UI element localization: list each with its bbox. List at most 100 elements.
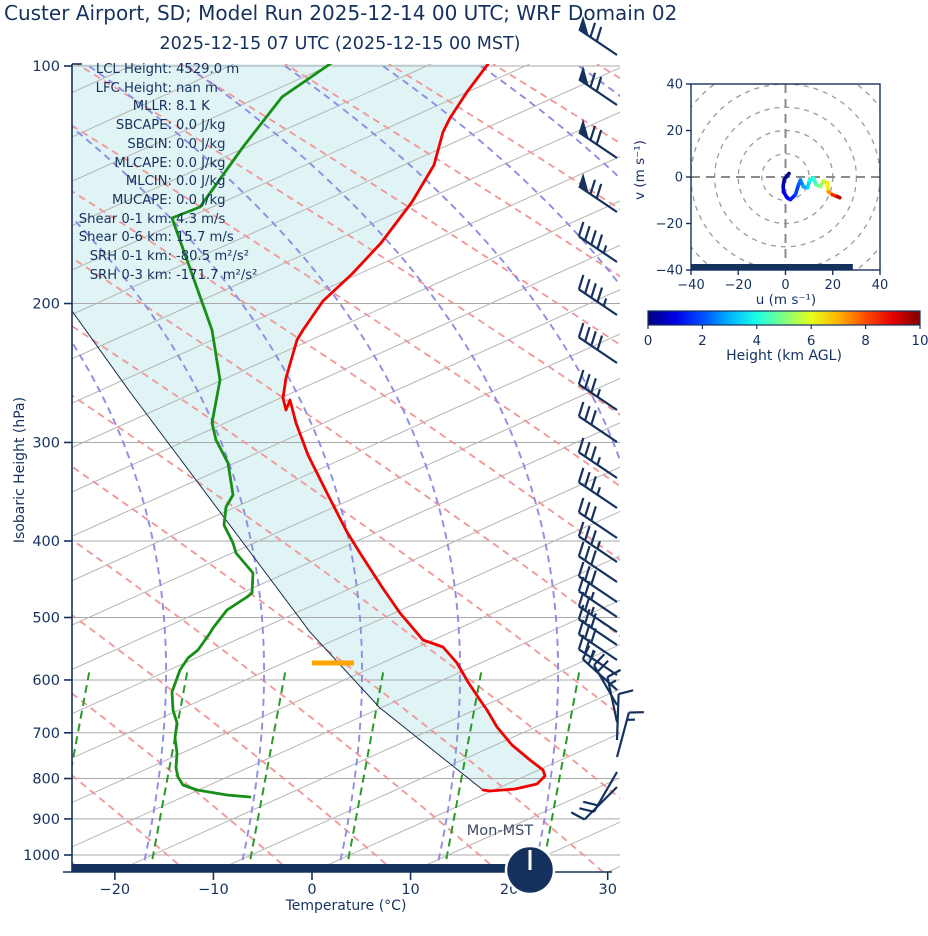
parameter-value: 4.3 m/s xyxy=(176,211,226,227)
pressure-tick-label: 600 xyxy=(32,673,60,689)
barb-staff xyxy=(578,415,618,443)
wind-barb xyxy=(577,604,618,646)
wind-barb xyxy=(577,521,618,563)
barb-full-tick xyxy=(589,125,597,141)
parameter-label: LFC Height: xyxy=(95,80,172,96)
hodograph-u-axis-label: u (m s⁻¹) xyxy=(755,292,817,308)
barb-half-tick xyxy=(602,245,608,254)
barb-full-tick xyxy=(589,22,597,38)
barb-full-tick xyxy=(596,287,604,303)
barb-half-tick xyxy=(596,388,601,398)
mixing-ratio-line xyxy=(247,667,287,872)
parameter-row: MLCIN: 0.0 J/kg xyxy=(76,173,257,192)
dry-adiabat-line xyxy=(72,256,620,638)
wind-barb xyxy=(578,118,618,159)
parameter-label: MLLR: xyxy=(132,99,172,115)
dewpoint-trace xyxy=(170,64,332,799)
parameter-label: LCL Height: xyxy=(95,62,172,77)
moist-adiabat-line xyxy=(183,64,560,872)
barb-staff xyxy=(578,336,618,364)
barb-staff xyxy=(578,288,618,316)
parameter-value: 0.0 J/kg xyxy=(176,155,226,171)
wind-barb xyxy=(577,591,618,633)
barb-full-tick xyxy=(584,278,591,294)
pressure-tick-label: 700 xyxy=(32,726,60,742)
barb-half-tick xyxy=(590,606,595,615)
wind-barb xyxy=(577,401,618,443)
dry-adiabat-line xyxy=(72,613,396,872)
parameter-row: MUCAPE: 0.0 J/kg xyxy=(76,192,257,211)
barb-full-tick xyxy=(577,604,585,620)
hodo-v-tick-label: −20 xyxy=(656,217,683,232)
colorbar-label: Height (km AGL) xyxy=(726,348,842,364)
colorbar-gradient xyxy=(647,310,921,326)
colorbar-tick-label: 0 xyxy=(644,333,653,349)
barb-staff xyxy=(578,185,618,213)
hodo-v-tick-label: −40 xyxy=(656,264,683,279)
temperature-tick-label: 10 xyxy=(401,882,419,898)
barb-full-tick xyxy=(590,506,597,521)
pressure-tick-label: 300 xyxy=(32,435,60,451)
barb-full-tick xyxy=(582,800,599,807)
barb-pennant xyxy=(578,118,589,139)
parameter-label: SBCIN: xyxy=(127,136,172,152)
barb-full-tick xyxy=(587,650,596,665)
isotherm-line xyxy=(72,64,432,227)
barb-full-tick xyxy=(590,331,597,346)
sounding-parameters-block: LCL Height: 4529.0 m LFC Height: nan m MLLR:… xyxy=(76,61,258,285)
barb-full-tick xyxy=(584,545,591,561)
parameter-label: SBCAPE: xyxy=(115,118,172,134)
colorbar-tick-label: 10 xyxy=(911,333,928,349)
parameter-value: 0.0 J/kg xyxy=(176,192,226,208)
figure-title: Custer Airport, SD; Model Run 2025-12-14… xyxy=(4,1,678,25)
clock-day-label: Mon-MST xyxy=(466,823,534,839)
parameter-row: Shear 0-1 km: 4.3 m/s xyxy=(76,211,257,230)
colorbar-tick-label: 8 xyxy=(861,333,870,349)
barb-pennant xyxy=(578,65,589,86)
colorbar-tick-label: 6 xyxy=(807,333,816,349)
barb-full-tick xyxy=(590,570,597,585)
barb-half-tick xyxy=(590,591,595,600)
isotherm-line xyxy=(72,377,620,626)
barb-half-tick xyxy=(596,486,601,496)
dry-adiabat-line xyxy=(72,190,620,561)
barb-full-tick xyxy=(570,811,585,821)
isotherm-line xyxy=(114,644,620,872)
parameter-row: MLCAPE: 0.0 J/kg xyxy=(76,155,257,174)
wind-barb xyxy=(570,786,618,821)
wind-barb xyxy=(615,711,644,758)
parameter-row: SBCIN: 0.0 J/kg xyxy=(76,136,257,155)
parameter-value: 4529.0 m xyxy=(176,62,240,77)
dry-adiabat-line xyxy=(180,64,620,346)
barb-full-tick xyxy=(584,525,591,541)
barb-full-tick xyxy=(584,471,591,487)
hodo-u-tick-label: 20 xyxy=(824,278,841,293)
barb-full-tick xyxy=(595,183,603,199)
barb-full-tick xyxy=(590,410,597,425)
range-ring xyxy=(761,153,810,201)
temperature-tick-label: 30 xyxy=(598,882,616,898)
barb-full-tick xyxy=(584,441,591,457)
barb-full-tick xyxy=(590,613,597,628)
colorbar-tick-label: 4 xyxy=(753,333,762,349)
barb-full-tick xyxy=(584,595,591,611)
dry-adiabat-line xyxy=(72,692,292,872)
temperature-trace xyxy=(281,64,547,793)
skewt-background xyxy=(0,64,620,872)
barb-staff xyxy=(578,590,618,618)
parameter-value: -171.7 m²/s² xyxy=(176,267,258,283)
barb-pennant xyxy=(578,172,589,193)
wind-barb xyxy=(577,541,618,583)
parameter-value: 8.1 K xyxy=(176,99,210,115)
pressure-axis-label: Isobaric Height (hPa) xyxy=(12,396,28,544)
barb-staff xyxy=(578,633,618,661)
surface-ground-bar xyxy=(72,864,506,872)
wind-barb xyxy=(577,369,618,411)
wind-barb xyxy=(578,15,618,56)
parameter-row: LCL Height: 4529.0 m xyxy=(76,61,257,80)
isotherm-line xyxy=(72,599,620,848)
moist-adiabat-line xyxy=(0,64,68,872)
temperature-tick-label: −10 xyxy=(198,882,229,898)
